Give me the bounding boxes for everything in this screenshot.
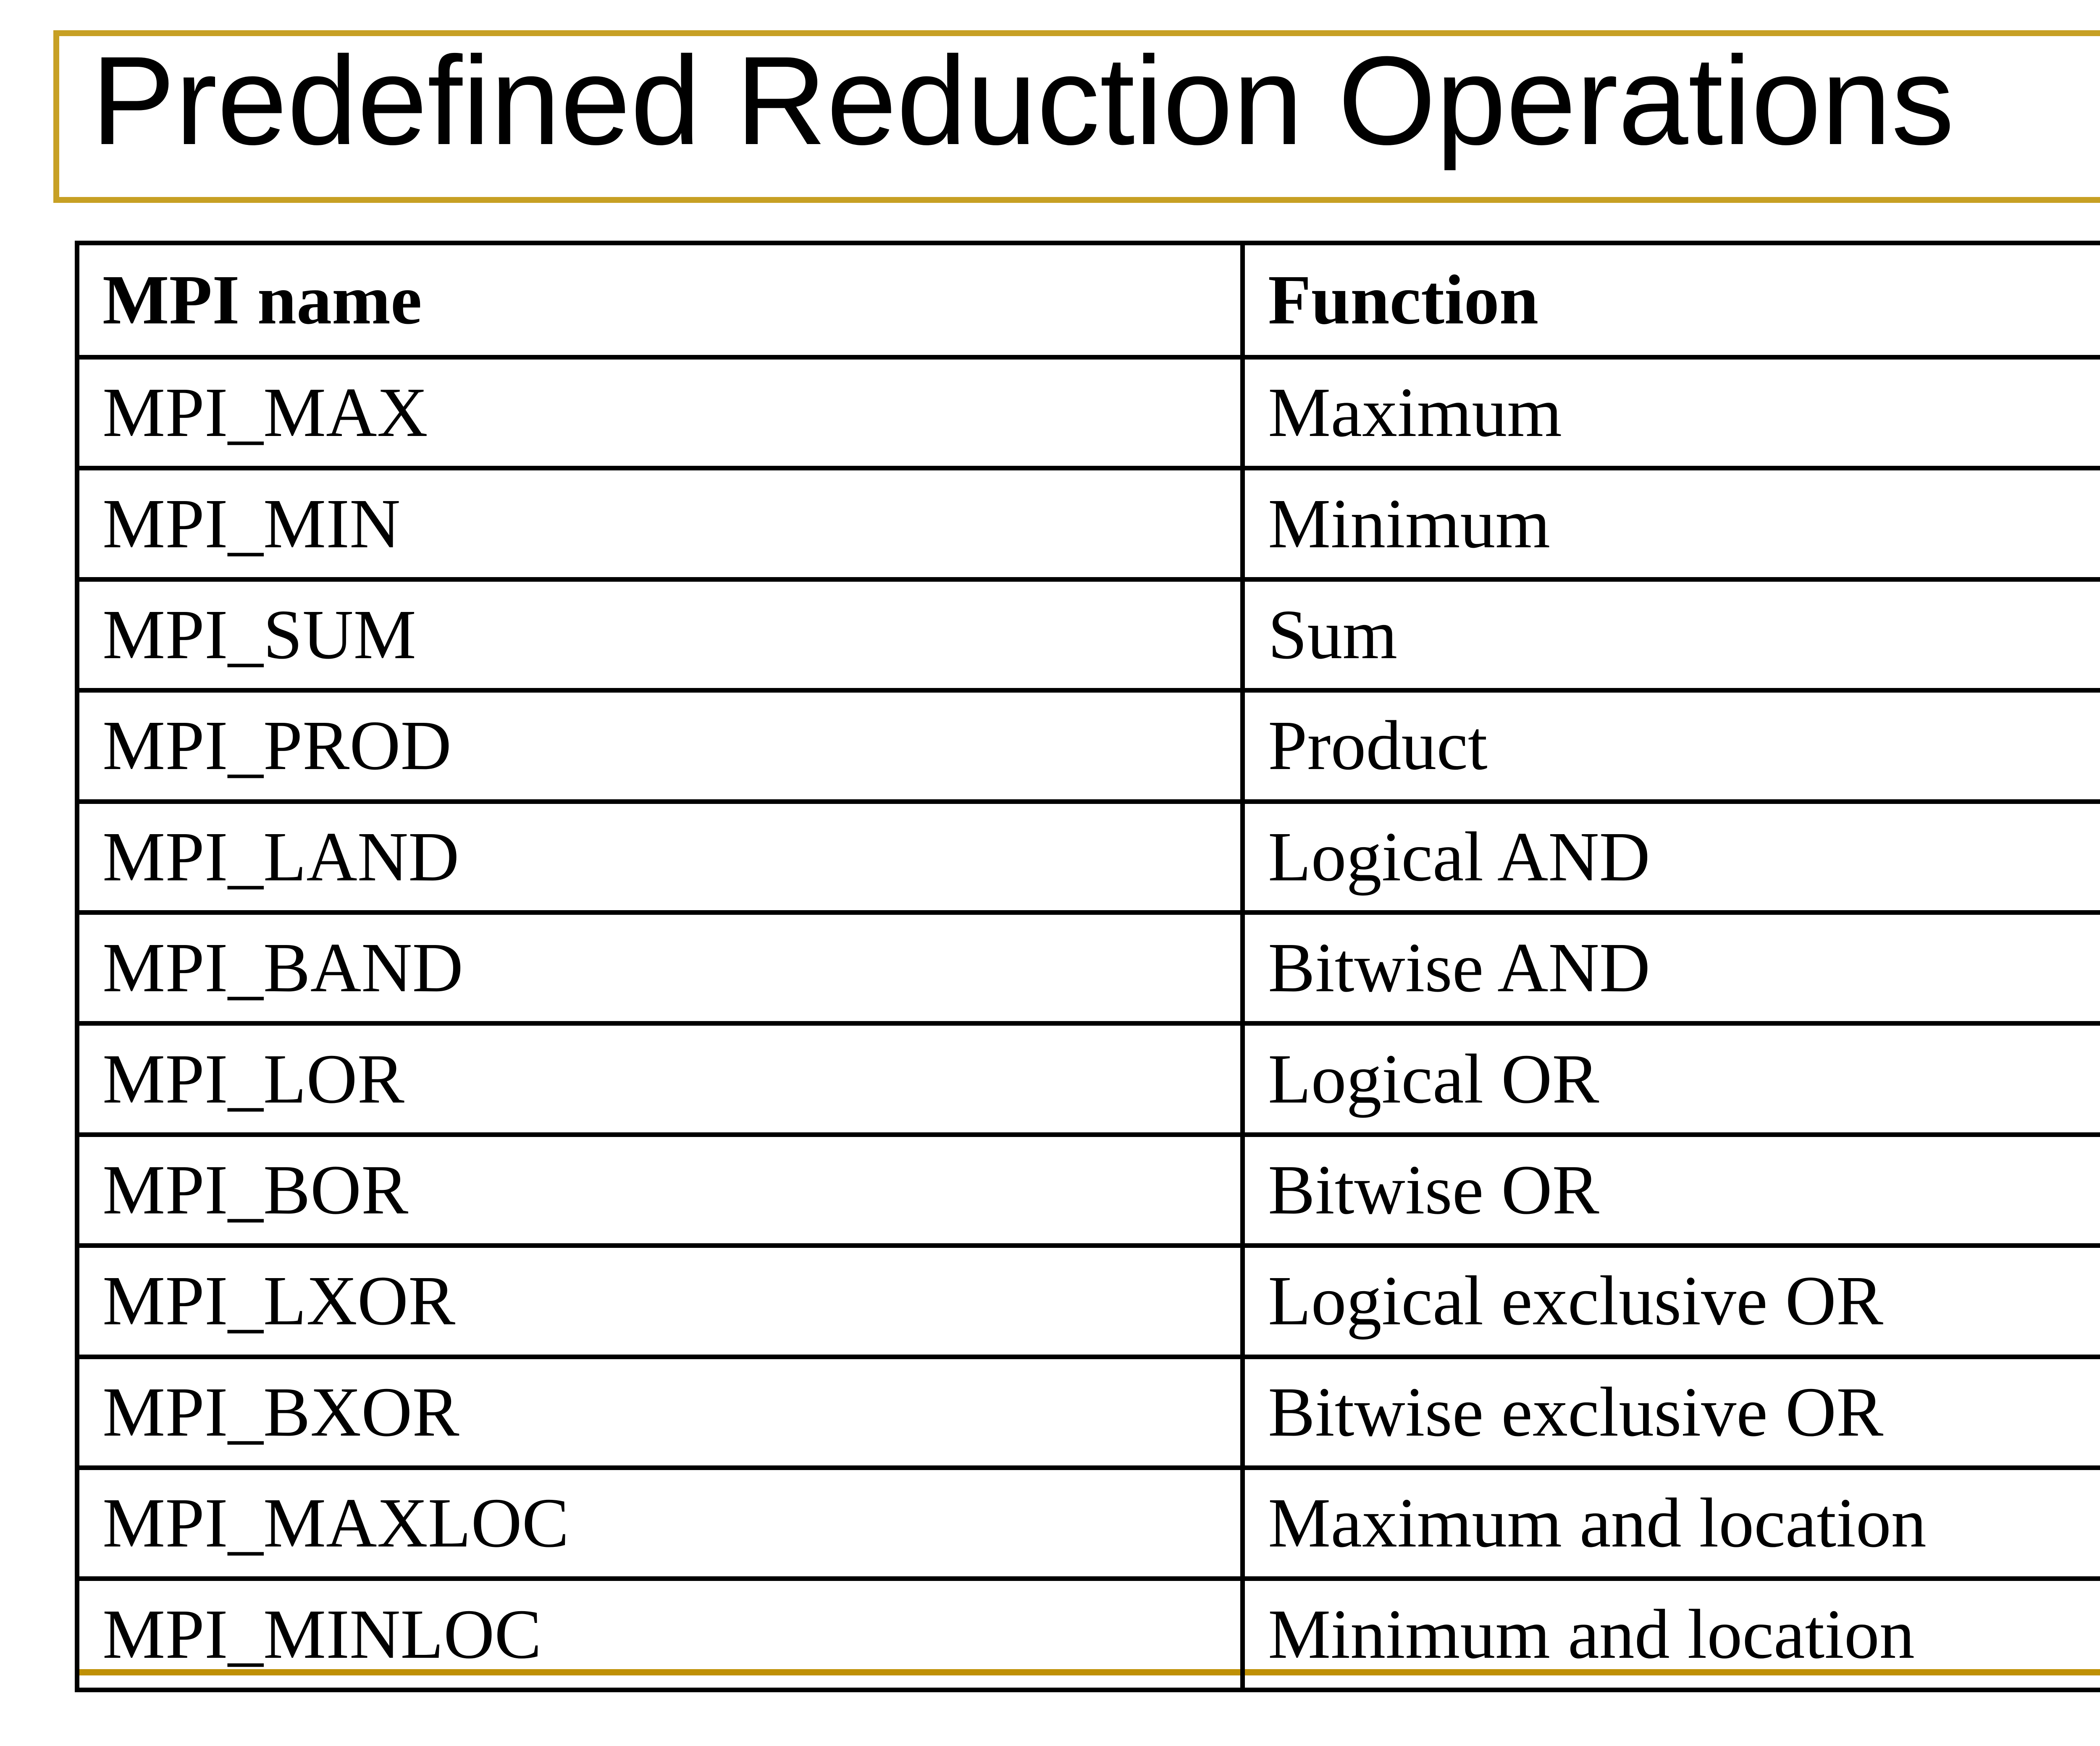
mpi-name-cell: MPI_MAX [75,354,1245,471]
mpi-name-cell: MPI_BOR [75,1132,1245,1248]
function-cell: Bitwise AND [1240,910,2100,1026]
mpi-name-cell: MPI_LAND [75,799,1245,915]
table-body: MPI_MAX Maximum MPI_MIN Minimum MPI_SUM Sum MP… [75,354,2100,1692]
table-row: MPI_MAXLOC Maximum and location [75,1465,2100,1581]
function-cell: Logical exclusive OR [1240,1243,2100,1359]
mpi-name-cell: MPI_BXOR [75,1354,1245,1470]
table-row: MPI_LAND Logical AND [75,799,2100,915]
function-cell: Logical AND [1240,799,2100,915]
page-title: Predefined Reduction Operations [91,30,1955,171]
table-row: MPI_BAND Bitwise AND [75,910,2100,1026]
mpi-name-cell: MPI_MAXLOC [75,1465,1245,1581]
table-header-row: MPI name Function [75,241,2100,360]
function-cell: Logical OR [1240,1021,2100,1137]
function-cell: Maximum and location [1240,1465,2100,1581]
function-cell: Bitwise OR [1240,1132,2100,1248]
table-row: MPI_PROD Product [75,688,2100,804]
function-cell: Product [1240,688,2100,804]
column-header-function: Function [1240,241,2100,360]
function-cell: Maximum [1240,354,2100,471]
table-row: MPI_BXOR Bitwise exclusive OR [75,1354,2100,1470]
table-row: MPI_MIN Minimum [75,466,2100,582]
mpi-name-cell: MPI_BAND [75,910,1245,1026]
table-row: MPI_MINLOC Minimum and location [75,1576,2100,1692]
mpi-name-cell: MPI_LOR [75,1021,1245,1137]
function-cell: Sum [1240,577,2100,693]
function-cell: Bitwise exclusive OR [1240,1354,2100,1470]
mpi-name-cell: MPI_SUM [75,577,1245,693]
table-row: MPI_LOR Logical OR [75,1021,2100,1137]
table-row: MPI_MAX Maximum [75,354,2100,471]
table-row: MPI_BOR Bitwise OR [75,1132,2100,1248]
table-row: MPI_SUM Sum [75,577,2100,693]
reduction-operations-table: MPI name Function MPI_MAX Maximum MPI_MIN M… [75,241,2100,1692]
column-header-mpi-name: MPI name [75,241,1245,360]
table-header: MPI name Function [75,241,2100,360]
mpi-name-cell: MPI_LXOR [75,1243,1245,1359]
function-cell: Minimum and location [1240,1576,2100,1692]
mpi-name-cell: MPI_MIN [75,466,1245,582]
table-row: MPI_LXOR Logical exclusive OR [75,1243,2100,1359]
mpi-name-cell: MPI_PROD [75,688,1245,804]
title-box: Predefined Reduction Operations [53,30,2100,203]
function-cell: Minimum [1240,466,2100,582]
mpi-name-cell: MPI_MINLOC [75,1576,1245,1692]
